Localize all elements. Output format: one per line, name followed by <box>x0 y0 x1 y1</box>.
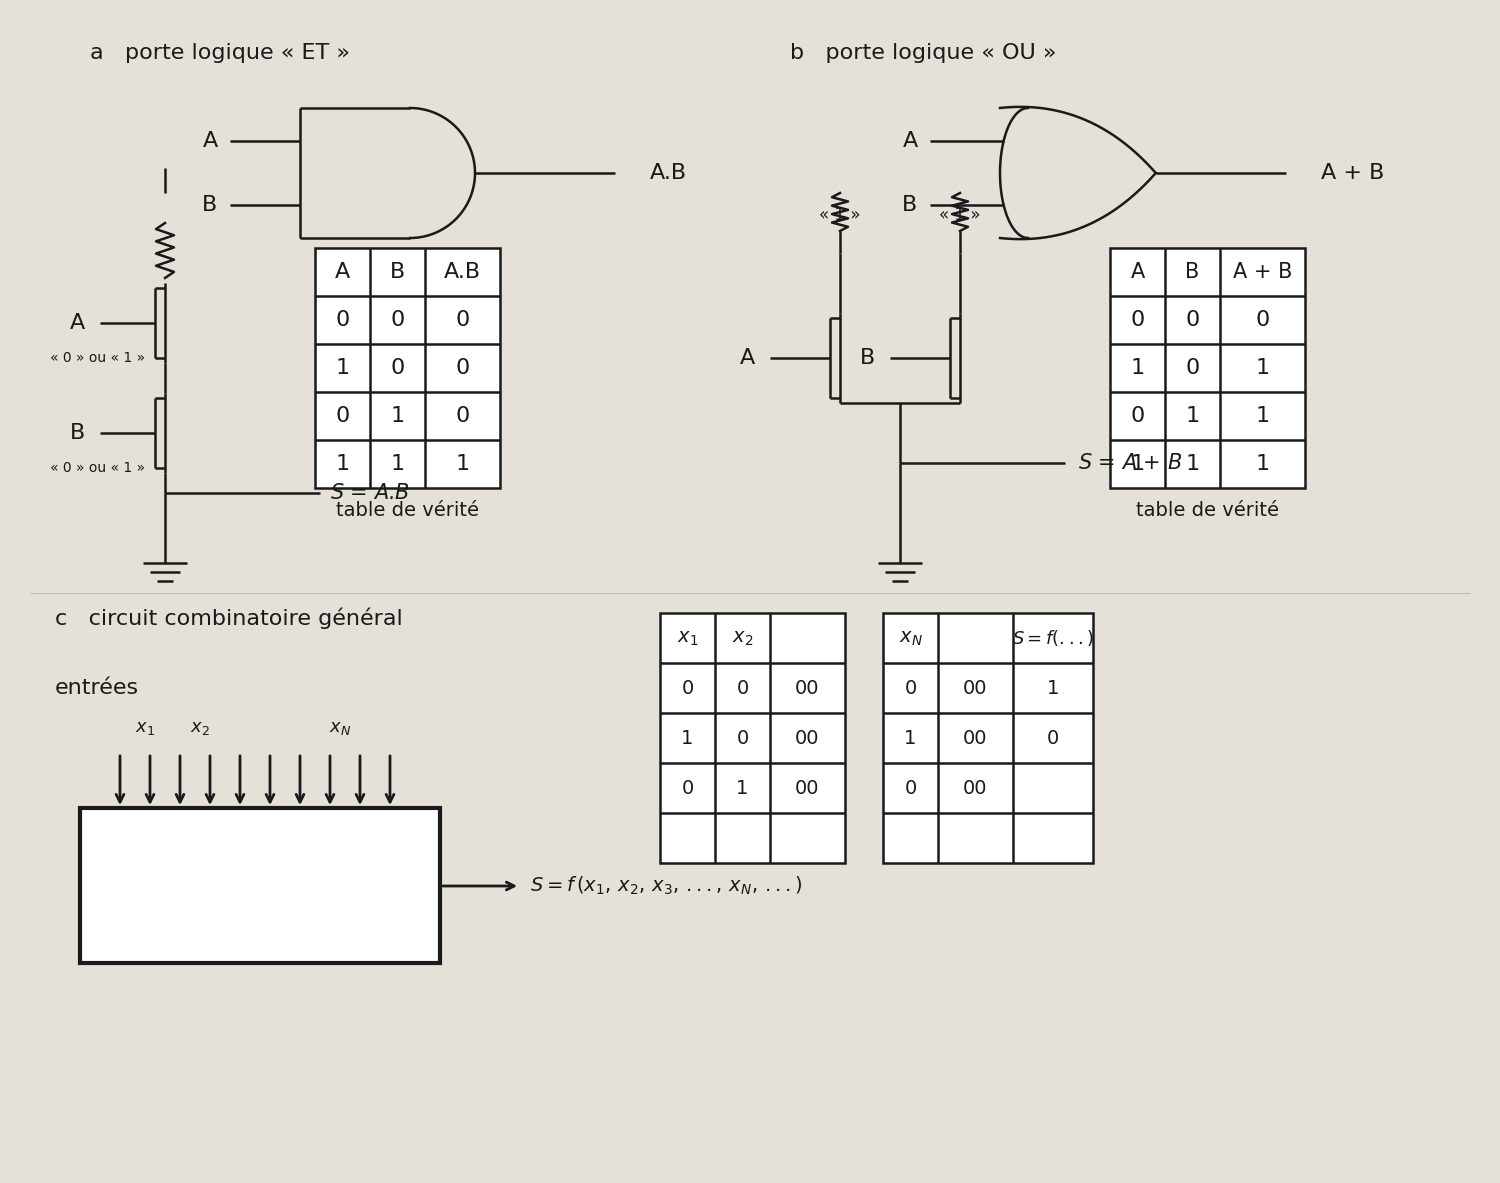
Text: 0: 0 <box>336 406 350 426</box>
Text: $x_1$: $x_1$ <box>676 628 698 647</box>
Text: 1: 1 <box>1131 454 1144 474</box>
Text: 1: 1 <box>904 729 916 748</box>
Text: 1: 1 <box>336 358 350 379</box>
Text: a   porte logique « ET »: a porte logique « ET » <box>90 43 350 63</box>
Text: « 1 »: « 1 » <box>939 206 981 224</box>
Text: $S=f(...)$: $S=f(...)$ <box>1013 628 1094 648</box>
Text: 00: 00 <box>795 679 819 698</box>
Text: 0: 0 <box>456 358 470 379</box>
Text: 0: 0 <box>904 778 916 797</box>
Bar <box>1110 248 1305 489</box>
Text: 1: 1 <box>1047 679 1059 698</box>
Text: 00: 00 <box>963 679 987 698</box>
Text: « 0 » ou « 1 »: « 0 » ou « 1 » <box>50 461 146 476</box>
Text: « 1 »: « 1 » <box>819 206 861 224</box>
Text: A: A <box>903 131 918 151</box>
Text: 1: 1 <box>456 454 470 474</box>
Text: 0: 0 <box>390 358 405 379</box>
Text: $x_N$: $x_N$ <box>328 719 351 737</box>
Text: $x_1$: $x_1$ <box>135 719 154 737</box>
Text: 0: 0 <box>1256 310 1269 330</box>
Bar <box>660 613 844 864</box>
Text: 1: 1 <box>1185 454 1200 474</box>
Text: A: A <box>202 131 217 151</box>
Text: $x_2$: $x_2$ <box>190 719 210 737</box>
Text: 0: 0 <box>1185 310 1200 330</box>
Text: 0: 0 <box>681 778 693 797</box>
Text: $S$ = A.B: $S$ = A.B <box>330 483 410 503</box>
Text: B: B <box>903 195 918 215</box>
Text: B: B <box>1185 261 1200 282</box>
Text: A: A <box>334 261 350 282</box>
Text: 0: 0 <box>456 310 470 330</box>
Text: A.B: A.B <box>650 163 687 183</box>
Text: table de vérité: table de vérité <box>1136 500 1280 519</box>
Text: 1: 1 <box>736 778 748 797</box>
Bar <box>80 808 440 963</box>
Text: 00: 00 <box>963 778 987 797</box>
Text: A + B: A + B <box>1320 163 1384 183</box>
Text: 1: 1 <box>1131 358 1144 379</box>
Text: 0: 0 <box>336 310 350 330</box>
Text: 0: 0 <box>1185 358 1200 379</box>
Text: B: B <box>202 195 217 215</box>
Text: 00: 00 <box>795 778 819 797</box>
Text: 0: 0 <box>456 406 470 426</box>
Text: $x_2$: $x_2$ <box>732 628 753 647</box>
Text: 0: 0 <box>1047 729 1059 748</box>
Text: B: B <box>390 261 405 282</box>
Text: 1: 1 <box>1185 406 1200 426</box>
Text: 1: 1 <box>1256 358 1269 379</box>
Text: 0: 0 <box>736 679 748 698</box>
Text: 00: 00 <box>795 729 819 748</box>
Text: B: B <box>69 424 86 442</box>
Text: B: B <box>859 348 874 368</box>
Text: A: A <box>1131 261 1144 282</box>
Text: b   porte logique « OU »: b porte logique « OU » <box>790 43 1056 63</box>
Text: $S$ = A + B: $S$ = A + B <box>1078 453 1182 473</box>
Text: 1: 1 <box>1256 454 1269 474</box>
Text: A: A <box>740 348 754 368</box>
Text: 00: 00 <box>963 729 987 748</box>
Text: A + B: A + B <box>1233 261 1292 282</box>
Bar <box>884 613 1094 864</box>
Text: $S = f\,(x_1,\, x_2,\, x_3,\, ...,\, x_N,\, ...)$: $S = f\,(x_1,\, x_2,\, x_3,\, ...,\, x_N… <box>530 875 802 897</box>
Text: « 0 » ou « 1 »: « 0 » ou « 1 » <box>50 351 146 366</box>
Text: 0: 0 <box>390 310 405 330</box>
Text: 1: 1 <box>1256 406 1269 426</box>
Text: A: A <box>69 313 86 332</box>
Text: 1: 1 <box>681 729 693 748</box>
Text: 1: 1 <box>336 454 350 474</box>
Text: $x_N$: $x_N$ <box>898 628 922 647</box>
Text: 1: 1 <box>390 406 405 426</box>
Text: 1: 1 <box>390 454 405 474</box>
Text: entrées: entrées <box>56 678 140 698</box>
Text: 0: 0 <box>904 679 916 698</box>
Text: 0: 0 <box>1131 406 1144 426</box>
Text: table de vérité: table de vérité <box>336 500 478 519</box>
Text: c   circuit combinatoire général: c circuit combinatoire général <box>56 607 402 628</box>
Text: 0: 0 <box>1131 310 1144 330</box>
Text: 0: 0 <box>681 679 693 698</box>
Text: 0: 0 <box>736 729 748 748</box>
Bar <box>315 248 500 489</box>
Text: A.B: A.B <box>444 261 482 282</box>
